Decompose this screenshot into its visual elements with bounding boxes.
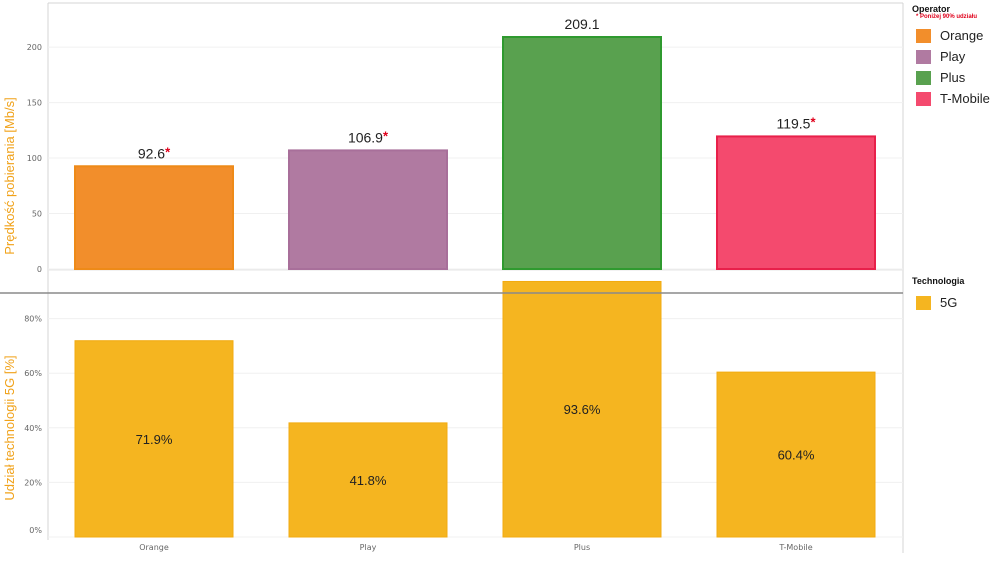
share-bar-play[interactable] [288, 422, 448, 538]
speed-bar-t-mobile[interactable] [716, 135, 876, 270]
speed-value-label-orange: 92.6* [138, 144, 171, 161]
speed-y-axis-title: Prędkość pobierania [Mb/s] [2, 97, 17, 255]
legend-item-plus[interactable]: Plus [912, 67, 990, 88]
legend-label-orange: Orange [940, 28, 984, 43]
technology-legend-title: Technologia [912, 276, 965, 286]
operator-legend-note: * Poniżej 90% udziału [916, 14, 978, 20]
technology-legend: Technologia 5G [912, 276, 964, 313]
share-value-label-plus: 93.6% [564, 402, 601, 417]
share-bar-orange[interactable] [74, 340, 234, 538]
legend-label-5g: 5G [940, 295, 958, 310]
category-label-t-mobile: T-Mobile [778, 543, 812, 552]
speed-y-tick-label: 100 [27, 154, 42, 163]
share-y-tick-label: 60% [24, 369, 42, 378]
legend-label-play: Play [940, 49, 966, 64]
speed-bar-play[interactable] [288, 149, 448, 271]
speed-value-label-t-mobile: 119.5* [776, 114, 816, 131]
speed-bar-orange[interactable] [74, 165, 234, 270]
legend-swatch-play [916, 49, 931, 64]
legend-label-t-mobile: T-Mobile [940, 91, 990, 106]
share-value-label-orange: 71.9% [136, 432, 173, 447]
share-y-tick-label: 80% [24, 315, 42, 324]
category-label-plus: Plus [574, 543, 590, 552]
legend-swatch-t-mobile [916, 91, 931, 106]
legend-item-5g[interactable]: 5G [912, 292, 964, 313]
operator-legend: Operator * Poniżej 90% udziału Orange Pl… [912, 4, 990, 109]
share-value-label-t-mobile: 60.4% [778, 448, 815, 463]
speed-y-tick-label: 150 [27, 99, 42, 108]
share-bar-t-mobile[interactable] [716, 371, 876, 538]
legend-item-orange[interactable]: Orange [912, 25, 990, 46]
category-label-play: Play [360, 543, 377, 552]
speed-value-label-play: 106.9* [348, 128, 389, 145]
legend-swatch-orange [916, 28, 931, 43]
category-label-orange: Orange [139, 543, 169, 552]
share-y-tick-label: 40% [24, 424, 42, 433]
share-y-tick-label: 0% [29, 526, 42, 535]
speed-y-tick-label: 50 [32, 210, 42, 219]
share-y-tick-label: 20% [24, 478, 42, 487]
legend-swatch-plus [916, 70, 931, 85]
speed-y-tick-label: 200 [27, 43, 42, 52]
share-bar-plus[interactable] [502, 280, 662, 538]
legend-item-play[interactable]: Play [912, 46, 990, 67]
operator-legend-title: Operator [912, 4, 951, 14]
speed-bar-plus[interactable] [502, 36, 662, 270]
share-y-axis-title: Udział technologii 5G [%] [2, 355, 17, 500]
share-value-label-play: 41.8% [350, 473, 387, 488]
legend-swatch-5g [916, 295, 931, 310]
legend-label-plus: Plus [940, 70, 966, 85]
legend-item-t-mobile[interactable]: T-Mobile [912, 88, 990, 109]
speed-value-label-plus: 209.1 [564, 16, 599, 32]
speed-y-tick-label: 0 [37, 265, 42, 274]
